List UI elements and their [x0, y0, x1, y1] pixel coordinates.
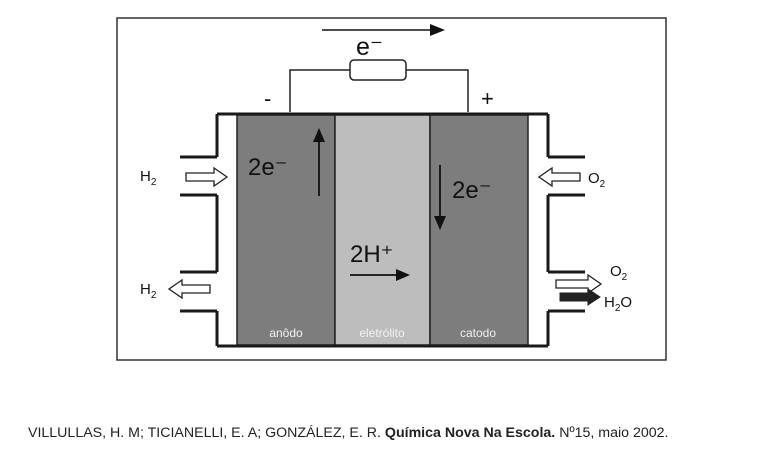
- cathode-electron-arrow: [434, 165, 446, 230]
- electron-flow-arrow: [322, 24, 445, 36]
- citation-journal: Química Nova Na Escola.: [384, 425, 556, 441]
- cell-housing: [180, 112, 585, 348]
- electrolyte-layer: [334, 114, 431, 346]
- citation-authors: VILLULLAS, H. M; TICIANELLI, E. A; GONZÁ…: [28, 425, 381, 441]
- anode-electron-arrow: [313, 128, 325, 196]
- proton-arrow: [350, 269, 410, 281]
- positive-terminal: +: [481, 86, 494, 111]
- left-inlet-arrow: [185, 166, 229, 188]
- right-inlet-label: O2: [588, 170, 606, 190]
- right-outlet-water-label: H2O: [604, 294, 632, 314]
- cathode-electrons-label: 2e⁻: [452, 177, 491, 204]
- electrolyte-label: eletrólito: [359, 326, 405, 340]
- citation-details: Nº15, maio 2002.: [559, 425, 669, 441]
- right-outlet-gas-label: O2: [610, 263, 628, 283]
- right-outlet-water-arrow: [559, 288, 601, 306]
- load-resistor: [349, 59, 407, 81]
- anode-layer: [236, 114, 336, 346]
- anode-electrons-label: 2e⁻: [248, 154, 287, 181]
- cathode-layer: [429, 114, 529, 346]
- negative-terminal: -: [264, 86, 271, 111]
- citation: VILLULLAS, H. M; TICIANELLI, E. A; GONZÁ…: [28, 425, 669, 441]
- cathode-label: catodo: [460, 326, 496, 340]
- anode-label: anôdo: [269, 326, 303, 340]
- left-inlet-label: H2: [140, 168, 157, 188]
- proton-transfer-label: 2H⁺: [350, 241, 393, 268]
- right-inlet-arrow: [537, 166, 581, 188]
- electron-flow-label: e⁻: [356, 33, 383, 61]
- left-outlet-label: H2: [140, 281, 157, 301]
- right-outlet-gas-arrow: [555, 273, 603, 295]
- external-circuit-wire: [289, 69, 350, 112]
- left-outlet-arrow: [167, 278, 211, 300]
